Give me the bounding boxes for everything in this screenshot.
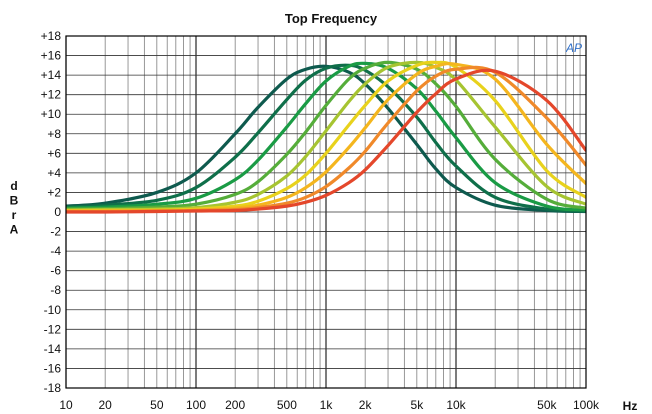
y-tick-label: +16 (41, 49, 62, 63)
y-tick-label: -10 (44, 303, 62, 317)
series-layer (66, 60, 586, 214)
x-tick-label: 200 (225, 398, 245, 412)
y-tick-label: -8 (50, 283, 61, 297)
x-tick-label: 50 (150, 398, 164, 412)
x-axis-label: Hz (623, 399, 638, 413)
y-tick-label: +8 (47, 127, 61, 141)
x-tick-label: 2k (359, 398, 373, 412)
chart-title: Top Frequency (285, 11, 378, 26)
y-axis-label-letter: A (10, 223, 19, 237)
y-tick-label: +12 (41, 88, 62, 102)
x-tick-label: 5k (411, 398, 425, 412)
y-tick-label: -2 (50, 225, 61, 239)
x-tick-labels: 10 20 50 100 200 500 1k 2k 5k 10k 50k 100k (59, 398, 600, 412)
y-tick-label: +4 (47, 166, 61, 180)
series-line-2 (66, 63, 586, 213)
x-tick-label: 50k (537, 398, 557, 412)
y-tick-label: +14 (41, 68, 62, 82)
series-line-4 (66, 60, 586, 211)
ap-logo: AP (565, 41, 582, 55)
y-tick-label: -4 (50, 244, 61, 258)
y-tick-label: +10 (41, 107, 62, 121)
y-tick-label: -18 (44, 381, 62, 395)
x-tick-label: 10k (446, 398, 466, 412)
x-tick-label: 100 (186, 398, 206, 412)
y-tick-labels: +18 +16 +14 +12 +10 +8 +6 +4 +2 0 -2 -4 -6 -8 -10 -12 -1… (41, 29, 62, 395)
y-tick-label: -14 (44, 342, 62, 356)
y-tick-label: 0 (54, 205, 61, 219)
y-tick-label: +6 (47, 146, 61, 160)
x-tick-label: 1k (320, 398, 334, 412)
y-tick-label: -16 (44, 361, 62, 375)
x-tick-label: 100k (573, 398, 600, 412)
y-axis-label-letter: B (10, 194, 19, 208)
y-tick-label: -12 (44, 322, 62, 336)
series-line-9 (66, 68, 586, 214)
plot-frame (65, 35, 587, 389)
x-tick-label: 20 (98, 398, 112, 412)
x-tick-label: 10 (59, 398, 73, 412)
y-tick-label: -6 (50, 264, 61, 278)
x-tick-label: 500 (277, 398, 297, 412)
y-axis-label-letter: r (12, 208, 17, 222)
series-line-3 (66, 61, 586, 212)
y-tick-label: +2 (47, 185, 61, 199)
y-tick-label: +18 (41, 29, 62, 43)
y-axis-label-letter: d (10, 179, 17, 193)
series-line-1 (66, 64, 586, 214)
